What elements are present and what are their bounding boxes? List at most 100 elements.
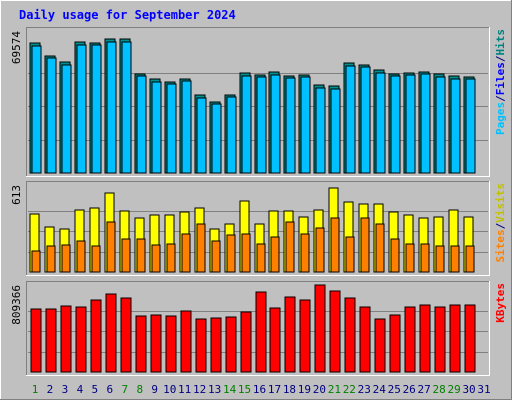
x-axis-labels: 1 2 3 4 5 6 7 8 9 10 11 12 13 14 15 16 17 18 19 20 21 22 23 24 2…: [32, 383, 491, 396]
bar-sites: [285, 221, 295, 273]
bar-pages: [330, 88, 341, 174]
y-max-label: 613: [10, 185, 23, 205]
bar-kbytes: [60, 305, 72, 373]
x-tick-label: 17: [268, 383, 281, 396]
bar-sites: [390, 238, 400, 273]
chart-panels: 69574Pages/Files/Hits613Sites/Visits8093…: [10, 27, 507, 376]
x-tick-label: 6: [107, 383, 114, 396]
bar-sites: [196, 223, 206, 273]
bar-pages: [151, 81, 162, 174]
chart-title: Daily usage for September 2024: [19, 8, 236, 22]
legend-item: Sites: [494, 229, 507, 262]
bar-kbytes: [75, 306, 87, 373]
bar-kbytes: [434, 306, 446, 373]
legend-item: /: [494, 222, 507, 229]
x-tick-label: 4: [77, 383, 84, 396]
bar-kbytes: [284, 296, 296, 373]
bar-sites: [226, 234, 236, 273]
series-sites: [31, 217, 475, 273]
legend-item: KBytes: [494, 283, 507, 323]
x-tick-label: 16: [253, 383, 266, 396]
bar-sites: [91, 245, 101, 273]
x-tick-label: 12: [193, 383, 206, 396]
bar-kbytes: [464, 304, 476, 373]
bar-sites: [465, 245, 475, 273]
series-kbytes: [30, 284, 476, 373]
x-tick-label: 1: [32, 383, 39, 396]
bar-pages: [46, 57, 57, 174]
bar-kbytes: [90, 299, 102, 373]
bar-sites: [106, 221, 116, 273]
bar-sites: [241, 233, 251, 273]
bar-pages: [226, 96, 237, 174]
bar-kbytes: [30, 308, 42, 373]
bar-pages: [136, 75, 147, 174]
y-max-label: 69574: [10, 31, 23, 64]
bar-kbytes: [240, 311, 252, 373]
x-tick-label: 22: [343, 383, 356, 396]
bar-sites: [136, 238, 146, 273]
bar-pages: [375, 72, 386, 174]
bar-sites: [151, 244, 161, 273]
x-tick-label: 8: [136, 383, 143, 396]
bar-kbytes: [105, 293, 117, 373]
bar-kbytes: [45, 308, 57, 373]
bar-pages: [345, 65, 356, 174]
x-tick-label: 10: [163, 383, 176, 396]
bar-sites: [435, 245, 445, 273]
visits-panel: 613 Sites/Visits: [10, 181, 507, 276]
bar-pages: [450, 78, 461, 174]
bar-sites: [211, 240, 221, 273]
x-tick-label: 29: [447, 383, 460, 396]
bar-kbytes: [419, 304, 431, 373]
x-tick-label: 26: [403, 383, 416, 396]
bar-pages: [196, 97, 207, 174]
bar-pages: [360, 66, 371, 174]
bar-kbytes: [449, 304, 461, 373]
x-tick-label: 27: [418, 383, 431, 396]
x-tick-label: 5: [92, 383, 99, 396]
bar-kbytes: [255, 291, 267, 373]
bar-kbytes: [299, 299, 311, 373]
x-tick-label: 30: [462, 383, 475, 396]
bar-pages: [76, 44, 87, 174]
bar-sites: [166, 243, 176, 273]
bar-pages: [300, 76, 311, 174]
bar-sites: [375, 223, 385, 273]
bar-kbytes: [359, 306, 371, 373]
bar-kbytes: [404, 306, 416, 373]
legend: Pages/Files/Hits: [494, 29, 507, 135]
bar-pages: [166, 83, 177, 174]
bar-pages: [435, 76, 446, 174]
bar-kbytes: [165, 315, 177, 373]
bar-sites: [46, 245, 56, 273]
bar-pages: [121, 41, 132, 174]
bar-sites: [300, 233, 310, 273]
x-tick-label: 15: [238, 383, 251, 396]
bar-kbytes: [389, 314, 401, 373]
x-tick-label: 31: [477, 383, 490, 396]
bar-kbytes: [344, 297, 356, 373]
x-tick-label: 11: [178, 383, 191, 396]
bar-kbytes: [225, 316, 237, 373]
bar-pages: [106, 41, 117, 174]
bar-pages: [315, 87, 326, 174]
bar-sites: [360, 217, 370, 273]
bar-sites: [121, 238, 131, 273]
bar-sites: [330, 217, 340, 273]
hits-panel: 69574 Pages/Files/Hits: [10, 27, 507, 177]
bar-pages: [31, 45, 42, 174]
bar-kbytes: [120, 297, 132, 373]
bar-pages: [465, 78, 476, 174]
legend-item: Hits: [494, 29, 507, 56]
bar-sites: [61, 244, 71, 273]
bar-sites: [420, 243, 430, 273]
bar-pages: [285, 77, 296, 174]
bar-sites: [450, 245, 460, 273]
bar-kbytes: [314, 284, 326, 373]
bar-kbytes: [374, 318, 386, 373]
bar-pages: [270, 74, 281, 174]
bar-sites: [345, 236, 355, 273]
x-tick-label: 19: [298, 383, 311, 396]
